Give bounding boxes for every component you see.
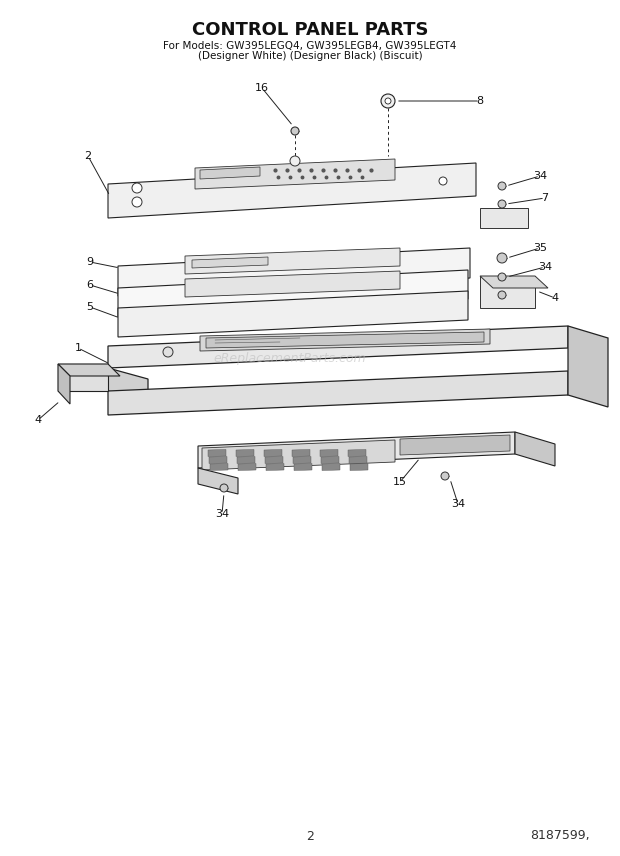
- Polygon shape: [236, 449, 254, 456]
- Text: 34: 34: [538, 262, 552, 272]
- Circle shape: [498, 200, 506, 208]
- Circle shape: [132, 183, 142, 193]
- Polygon shape: [266, 463, 284, 471]
- Circle shape: [498, 182, 506, 190]
- Text: 7: 7: [541, 193, 549, 203]
- Polygon shape: [58, 364, 70, 404]
- Polygon shape: [185, 271, 400, 297]
- Circle shape: [498, 273, 506, 281]
- Polygon shape: [322, 463, 340, 471]
- Polygon shape: [198, 432, 515, 468]
- Text: CONTROL PANEL PARTS: CONTROL PANEL PARTS: [192, 21, 428, 39]
- Polygon shape: [200, 329, 490, 351]
- Text: 34: 34: [533, 171, 547, 181]
- Polygon shape: [349, 456, 367, 463]
- Polygon shape: [200, 167, 260, 179]
- Polygon shape: [480, 208, 528, 228]
- Polygon shape: [202, 440, 395, 470]
- Text: 8: 8: [476, 96, 484, 106]
- Text: 4: 4: [551, 293, 559, 303]
- Polygon shape: [264, 449, 282, 456]
- Polygon shape: [108, 371, 568, 415]
- Polygon shape: [118, 248, 470, 296]
- Polygon shape: [568, 326, 608, 407]
- Polygon shape: [118, 270, 468, 317]
- Polygon shape: [185, 248, 400, 274]
- Polygon shape: [210, 463, 228, 471]
- Polygon shape: [293, 456, 311, 463]
- Text: 2: 2: [84, 151, 92, 161]
- Circle shape: [290, 156, 300, 166]
- Polygon shape: [350, 463, 368, 471]
- Polygon shape: [400, 435, 510, 455]
- Text: 8187599,: 8187599,: [530, 829, 590, 842]
- Circle shape: [385, 98, 391, 104]
- Polygon shape: [208, 449, 226, 456]
- Text: 6: 6: [87, 280, 94, 290]
- Text: eReplacementParts.com: eReplacementParts.com: [214, 352, 366, 365]
- Circle shape: [291, 127, 299, 135]
- Polygon shape: [292, 449, 310, 456]
- Text: 34: 34: [451, 499, 465, 509]
- Polygon shape: [118, 291, 468, 337]
- Text: 5: 5: [87, 302, 94, 312]
- Text: For Models: GW395LEGQ4, GW395LEGB4, GW395LEGT4: For Models: GW395LEGQ4, GW395LEGB4, GW39…: [163, 41, 457, 51]
- Text: (Designer White) (Designer Black) (Biscuit): (Designer White) (Designer Black) (Biscu…: [198, 51, 422, 61]
- Circle shape: [497, 253, 507, 263]
- Circle shape: [381, 94, 395, 108]
- Text: 1: 1: [74, 343, 81, 353]
- Polygon shape: [195, 159, 395, 189]
- Text: 2: 2: [306, 829, 314, 842]
- Circle shape: [132, 197, 142, 207]
- Text: 4: 4: [35, 415, 42, 425]
- Circle shape: [441, 472, 449, 480]
- Circle shape: [163, 347, 173, 357]
- Polygon shape: [58, 364, 108, 391]
- Text: 16: 16: [255, 83, 269, 93]
- Text: 15: 15: [393, 477, 407, 487]
- Polygon shape: [58, 364, 120, 376]
- Polygon shape: [108, 163, 476, 218]
- Polygon shape: [237, 456, 255, 463]
- Polygon shape: [320, 449, 338, 456]
- Polygon shape: [294, 463, 312, 471]
- Polygon shape: [209, 456, 227, 463]
- Polygon shape: [198, 468, 238, 494]
- Text: 9: 9: [86, 257, 94, 267]
- Text: 35: 35: [533, 243, 547, 253]
- Circle shape: [220, 484, 228, 492]
- Polygon shape: [192, 257, 268, 268]
- Polygon shape: [348, 449, 366, 456]
- Text: 34: 34: [215, 509, 229, 519]
- Circle shape: [439, 177, 447, 185]
- Polygon shape: [238, 463, 256, 471]
- Circle shape: [498, 291, 506, 299]
- Polygon shape: [108, 368, 148, 402]
- Polygon shape: [265, 456, 283, 463]
- Polygon shape: [206, 332, 484, 348]
- Polygon shape: [515, 432, 555, 466]
- Polygon shape: [321, 456, 339, 463]
- Polygon shape: [108, 326, 568, 368]
- Polygon shape: [480, 276, 548, 288]
- Polygon shape: [480, 276, 535, 308]
